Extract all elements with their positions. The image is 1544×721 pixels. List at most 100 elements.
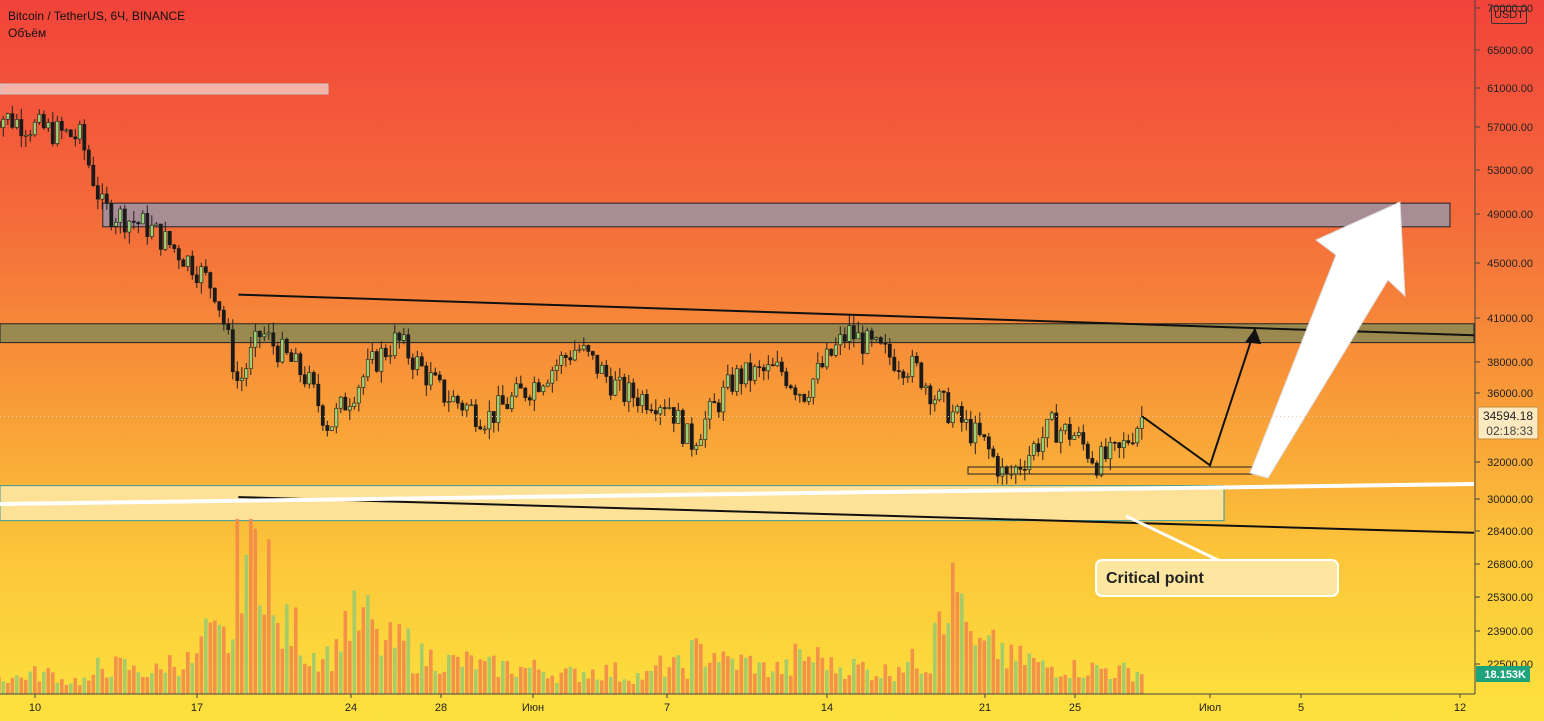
candle[interactable] (145, 213, 150, 237)
candle[interactable] (154, 223, 159, 226)
candle[interactable] (172, 244, 177, 249)
candle[interactable] (635, 397, 640, 407)
trend-line-1[interactable] (238, 293, 1475, 337)
candle[interactable] (536, 382, 541, 392)
candle[interactable] (577, 348, 582, 351)
candle[interactable] (820, 362, 825, 368)
candle[interactable] (946, 392, 951, 424)
candle[interactable] (995, 456, 1000, 477)
candle[interactable] (766, 364, 771, 372)
candle[interactable] (329, 426, 334, 431)
candle[interactable] (244, 368, 249, 379)
candle[interactable] (581, 345, 586, 350)
candle[interactable] (275, 345, 280, 363)
candle[interactable] (464, 404, 469, 411)
candle[interactable] (1126, 440, 1131, 444)
candle[interactable] (338, 396, 343, 409)
candle[interactable] (406, 334, 411, 359)
candle[interactable] (640, 394, 645, 407)
candle[interactable] (176, 248, 181, 261)
candle[interactable] (721, 386, 726, 413)
candle[interactable] (923, 385, 928, 389)
candle[interactable] (1040, 437, 1045, 452)
candle[interactable] (1063, 423, 1068, 432)
candle[interactable] (829, 348, 834, 356)
candle[interactable] (595, 354, 600, 374)
candle[interactable] (73, 136, 78, 140)
candle[interactable] (64, 129, 69, 132)
candle[interactable] (95, 185, 100, 200)
candle[interactable] (685, 423, 690, 444)
candle[interactable] (901, 371, 906, 379)
candle[interactable] (1094, 462, 1099, 476)
candle[interactable] (325, 425, 330, 431)
candle[interactable] (910, 355, 915, 377)
candle[interactable] (1058, 430, 1063, 443)
projection-path[interactable] (1141, 327, 1257, 467)
candle[interactable] (1135, 428, 1140, 444)
candle[interactable] (140, 213, 145, 225)
candle[interactable] (878, 337, 883, 344)
candle[interactable] (788, 385, 793, 389)
candle[interactable] (113, 222, 118, 227)
candle[interactable] (266, 332, 271, 335)
candle[interactable] (433, 372, 438, 376)
candle[interactable] (361, 376, 366, 388)
candle[interactable] (1031, 443, 1036, 456)
candle[interactable] (482, 428, 487, 431)
candle[interactable] (797, 394, 802, 396)
candle[interactable] (41, 114, 46, 129)
candle[interactable] (914, 355, 919, 364)
candle[interactable] (298, 353, 303, 376)
candle[interactable] (784, 371, 789, 387)
candle[interactable] (199, 266, 204, 284)
candle[interactable] (833, 344, 838, 356)
candle[interactable] (838, 334, 843, 346)
candle[interactable] (248, 347, 253, 369)
candle[interactable] (509, 395, 514, 409)
candle[interactable] (775, 361, 780, 367)
candle[interactable] (442, 379, 447, 403)
candle[interactable] (505, 404, 510, 409)
candle[interactable] (572, 349, 577, 361)
candle[interactable] (550, 370, 555, 384)
candle[interactable] (932, 399, 937, 405)
candle[interactable] (478, 426, 483, 430)
candle[interactable] (892, 356, 897, 371)
candle[interactable] (1022, 469, 1027, 471)
candle[interactable] (1045, 418, 1050, 438)
candle[interactable] (667, 407, 672, 409)
candle[interactable] (950, 411, 955, 424)
candle[interactable] (883, 342, 888, 345)
candle[interactable] (874, 337, 879, 340)
candle[interactable] (919, 362, 924, 389)
candle[interactable] (860, 332, 865, 354)
candle[interactable] (991, 448, 996, 457)
candle[interactable] (1027, 455, 1032, 470)
candle[interactable] (203, 266, 208, 273)
candle[interactable] (779, 361, 784, 373)
candle[interactable] (460, 402, 465, 411)
candle[interactable] (424, 365, 429, 386)
trend-line-2[interactable] (238, 496, 1475, 534)
zone-top-left[interactable] (0, 83, 329, 95)
candle[interactable] (964, 418, 969, 423)
candle[interactable] (1076, 432, 1081, 436)
candle[interactable] (739, 368, 744, 385)
candle[interactable] (253, 330, 258, 348)
candle[interactable] (1036, 443, 1041, 452)
candle[interactable] (46, 122, 51, 129)
candle[interactable] (280, 338, 285, 363)
candle[interactable] (487, 411, 492, 430)
candle[interactable] (937, 390, 942, 401)
candle[interactable] (698, 439, 703, 446)
candle[interactable] (163, 231, 168, 250)
candle[interactable] (1103, 446, 1108, 460)
candle[interactable] (226, 323, 231, 330)
candle[interactable] (905, 376, 910, 379)
candle[interactable] (586, 345, 591, 352)
candle[interactable] (419, 356, 424, 367)
candle[interactable] (347, 406, 352, 411)
candle[interactable] (748, 362, 753, 381)
candle[interactable] (217, 301, 222, 311)
